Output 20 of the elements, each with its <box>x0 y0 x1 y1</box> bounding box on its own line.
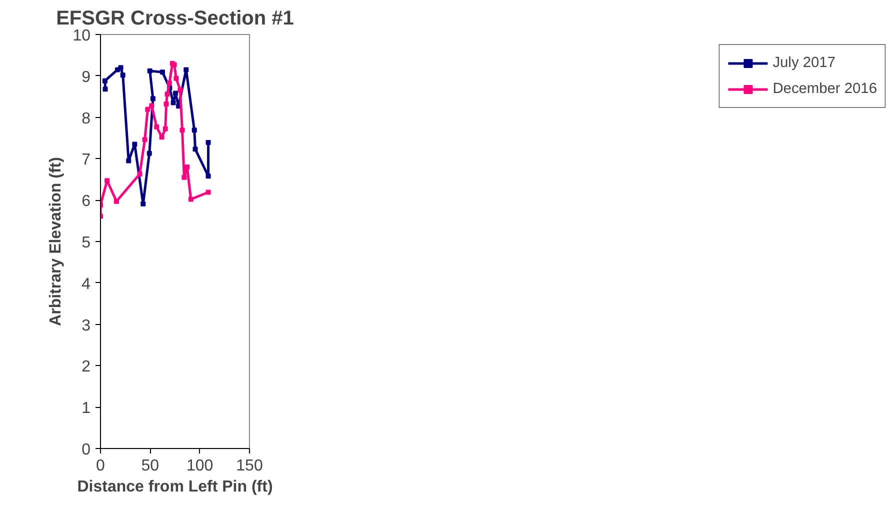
y-tick-label: 8 <box>82 110 91 128</box>
x-tick-label: 0 <box>96 458 106 474</box>
legend-label: July 2017 <box>772 55 836 71</box>
y-tick-label: 4 <box>82 276 91 293</box>
y-axis-title: Arbitrary Elevation (ft) <box>48 157 65 326</box>
y-tick-label: 9 <box>82 68 91 86</box>
y-tick-label: 1 <box>82 400 91 418</box>
x-tick-label: 50 <box>141 458 160 474</box>
y-tick-label: 10 <box>72 28 91 44</box>
y-tick-label: 7 <box>82 152 91 169</box>
y-tick-label: 6 <box>82 193 91 210</box>
legend-label: December 2016 <box>772 81 877 97</box>
y-tick-label: 3 <box>82 317 91 334</box>
x-tick-label: 150 <box>236 458 263 474</box>
y-tick-label: 0 <box>82 442 91 458</box>
chart-title: EFSGR Cross-Section #1 <box>56 8 294 30</box>
y-tick-label: 5 <box>82 234 91 252</box>
y-tick-label: 2 <box>82 358 91 376</box>
x-tick-label: 100 <box>186 458 214 474</box>
x-axis-title: Distance from Left Pin (ft) <box>77 478 273 496</box>
